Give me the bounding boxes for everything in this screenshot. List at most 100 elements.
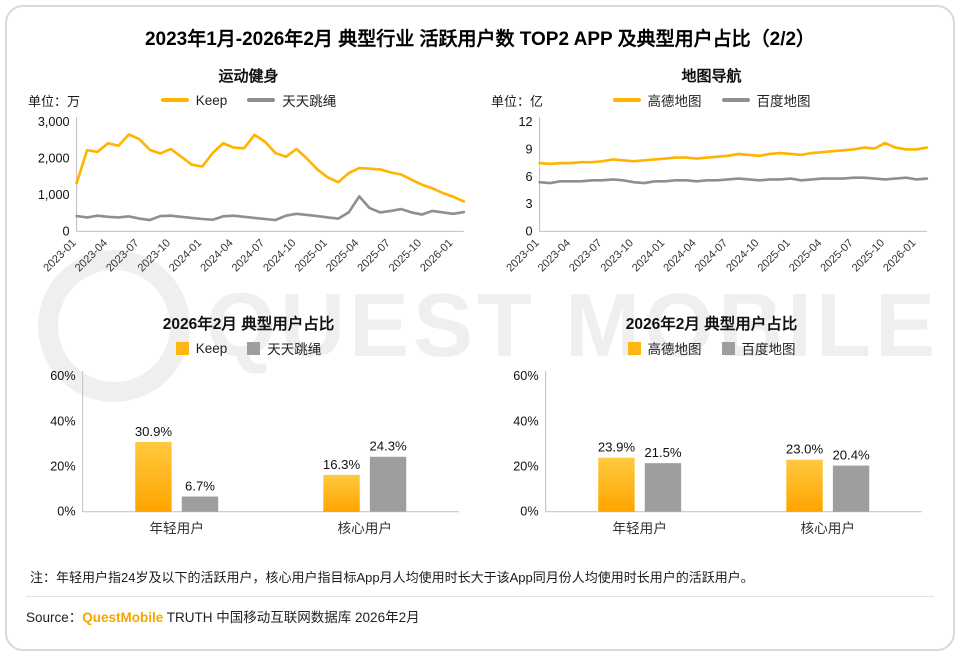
panel-title-fitness: 运动健身 bbox=[218, 68, 279, 85]
svg-text:20%: 20% bbox=[513, 460, 538, 474]
svg-text:2024-10: 2024-10 bbox=[261, 237, 298, 274]
legend-item: Keep bbox=[160, 92, 228, 108]
svg-text:2024-07: 2024-07 bbox=[230, 237, 267, 274]
svg-text:2026-01: 2026-01 bbox=[881, 237, 918, 274]
legend-maps-trend: 高德地图 百度地图 bbox=[612, 90, 811, 110]
svg-text:2023-07: 2023-07 bbox=[567, 237, 604, 274]
svg-text:60%: 60% bbox=[50, 369, 75, 383]
svg-text:23.9%: 23.9% bbox=[598, 440, 636, 455]
svg-text:2023-04: 2023-04 bbox=[73, 237, 110, 274]
svg-text:3,000: 3,000 bbox=[38, 115, 70, 129]
legend-swatch bbox=[627, 341, 641, 355]
unit-label-maps: 单位：亿 bbox=[491, 94, 544, 109]
legend-label: 天天跳绳 bbox=[282, 94, 337, 109]
footnote: 注：年轻用户指24岁及以下的活跃用户，核心用户指目标App月人均使用时长大于该A… bbox=[30, 570, 754, 586]
legend-swatch bbox=[160, 98, 189, 102]
legend-fitness-users: Keep 天天跳绳 bbox=[175, 338, 321, 358]
svg-text:30.9%: 30.9% bbox=[135, 424, 173, 439]
svg-text:2025-10: 2025-10 bbox=[850, 237, 887, 274]
svg-text:24.3%: 24.3% bbox=[369, 439, 407, 454]
svg-text:40%: 40% bbox=[50, 415, 75, 429]
panel-maps-trend: 地图导航 单位：亿 高德地图 百度地图 0 3 6 9 12 2023-01 2023-04 2… bbox=[489, 59, 934, 300]
legend-swatch bbox=[721, 341, 735, 355]
source-line: Source：QuestMobile TRUTH 中国移动互联网数据库 2026… bbox=[26, 595, 934, 626]
legend-swatch bbox=[612, 98, 641, 102]
svg-text:20.4%: 20.4% bbox=[832, 448, 870, 463]
source-brand: QuestMobile bbox=[82, 609, 164, 625]
line-chart-fitness: 01,0002,0003,0002023-012023-042023-07202… bbox=[38, 115, 466, 274]
svg-text:2,000: 2,000 bbox=[38, 152, 70, 166]
svg-text:12: 12 bbox=[518, 115, 532, 129]
svg-text:2023-10: 2023-10 bbox=[136, 237, 173, 274]
svg-text:0: 0 bbox=[62, 224, 69, 238]
svg-text:年轻用户: 年轻用户 bbox=[612, 520, 667, 536]
svg-text:0%: 0% bbox=[520, 505, 538, 519]
legend-item: 百度地图 bbox=[721, 90, 811, 110]
source-prefix: Source： bbox=[26, 609, 83, 625]
legend-item: 天天跳绳 bbox=[247, 338, 321, 358]
unit-label-fitness: 单位：万 bbox=[28, 94, 81, 109]
panel-maps-users: 2026年2月 典型用户占比 高德地图 百度地图 0% 20% 40% 60% 年轻用户 2… bbox=[489, 300, 934, 562]
svg-text:2024-01: 2024-01 bbox=[630, 237, 667, 274]
legend-label: Keep bbox=[195, 92, 228, 108]
legend-label: 百度地图 bbox=[756, 94, 811, 109]
panel-fitness-users: 2026年2月 典型用户占比 Keep 天天跳绳 0% 20% 40% 60% 年轻用户 3… bbox=[26, 300, 471, 562]
svg-text:0%: 0% bbox=[57, 505, 75, 519]
svg-text:0: 0 bbox=[525, 224, 532, 238]
charts-grid: 运动健身 单位：万 Keep 天天跳绳 0 1,000 2,000 3,000 2023-… bbox=[0, 59, 960, 562]
svg-text:核心用户: 核心用户 bbox=[338, 520, 393, 536]
svg-text:2023-07: 2023-07 bbox=[104, 237, 141, 274]
svg-text:20%: 20% bbox=[50, 460, 75, 474]
legend-item: 天天跳绳 bbox=[247, 90, 336, 110]
svg-text:23.0%: 23.0% bbox=[786, 442, 824, 457]
panel-title-maps: 地图导航 bbox=[681, 68, 742, 85]
svg-text:2025-01: 2025-01 bbox=[756, 237, 793, 274]
source-suffix: TRUTH 中国移动互联网数据库 2026年2月 bbox=[163, 609, 420, 625]
svg-text:年轻用户: 年轻用户 bbox=[149, 520, 204, 536]
legend-label: 天天跳绳 bbox=[267, 342, 322, 358]
svg-text:21.5%: 21.5% bbox=[644, 445, 682, 460]
panel-meta-fitness-users: Keep 天天跳绳 bbox=[26, 336, 471, 360]
legend-item: 高德地图 bbox=[627, 338, 702, 358]
svg-text:16.3%: 16.3% bbox=[323, 457, 361, 472]
svg-text:3: 3 bbox=[525, 197, 532, 211]
svg-text:2023-10: 2023-10 bbox=[599, 237, 636, 274]
legend-swatch bbox=[721, 98, 750, 102]
svg-text:2024-07: 2024-07 bbox=[693, 237, 730, 274]
svg-text:9: 9 bbox=[525, 142, 532, 156]
legend-label: 高德地图 bbox=[647, 94, 702, 109]
legend-label: 百度地图 bbox=[741, 342, 796, 358]
legend-label: Keep bbox=[195, 340, 228, 356]
svg-text:2025-04: 2025-04 bbox=[787, 237, 824, 274]
panel-fitness-trend: 运动健身 单位：万 Keep 天天跳绳 0 1,000 2,000 3,000 2023-… bbox=[26, 59, 471, 300]
line-chart-maps: 0369122023-012023-042023-072023-102024-0… bbox=[504, 115, 929, 274]
svg-text:2023-01: 2023-01 bbox=[504, 237, 541, 274]
svg-text:2025-07: 2025-07 bbox=[355, 237, 392, 274]
page-title: 2023年1月-2026年2月 典型行业 活跃用户数 TOP2 APP 及典型用… bbox=[144, 29, 816, 50]
svg-text:60%: 60% bbox=[513, 369, 538, 383]
legend-maps-users: 高德地图 百度地图 bbox=[627, 338, 796, 358]
svg-text:2025-07: 2025-07 bbox=[818, 237, 855, 274]
svg-text:2026-01: 2026-01 bbox=[418, 237, 455, 274]
legend-label: 高德地图 bbox=[647, 342, 702, 358]
svg-text:2024-04: 2024-04 bbox=[198, 237, 235, 274]
svg-text:核心用户: 核心用户 bbox=[801, 520, 856, 536]
svg-text:2025-01: 2025-01 bbox=[293, 237, 330, 274]
svg-text:6: 6 bbox=[525, 170, 532, 184]
panel-meta-maps: 单位：亿 高德地图 百度地图 bbox=[489, 88, 934, 112]
legend-swatch bbox=[247, 98, 276, 102]
svg-text:2024-04: 2024-04 bbox=[661, 237, 698, 274]
panel-title-maps-users: 2026年2月 典型用户占比 bbox=[625, 316, 798, 334]
legend-swatch bbox=[175, 341, 189, 355]
panel-meta-fitness: 单位：万 Keep 天天跳绳 bbox=[26, 88, 471, 112]
svg-text:40%: 40% bbox=[513, 415, 538, 429]
legend-swatch bbox=[247, 341, 261, 355]
svg-text:2025-10: 2025-10 bbox=[387, 237, 424, 274]
svg-text:2025-04: 2025-04 bbox=[324, 237, 361, 274]
svg-text:2024-10: 2024-10 bbox=[724, 237, 761, 274]
svg-text:2023-04: 2023-04 bbox=[536, 237, 573, 274]
bar-chart-maps-users: 0% 20% 40% 60% 年轻用户 23.9% 21.5% 核心用户 23.0% 20.4% bbox=[513, 369, 922, 536]
svg-text:6.7%: 6.7% bbox=[185, 479, 215, 494]
legend-item: Keep bbox=[175, 340, 228, 356]
